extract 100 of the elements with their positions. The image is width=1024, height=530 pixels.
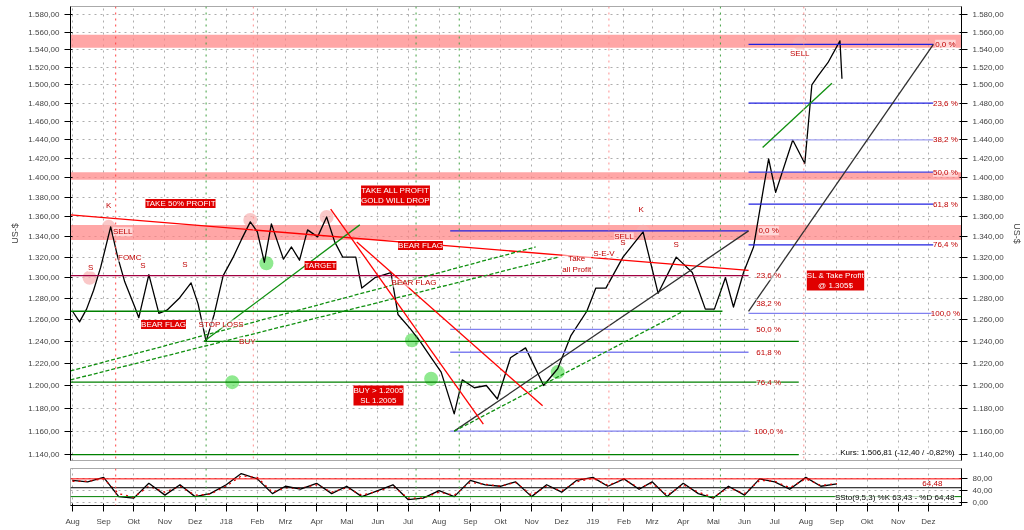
text: 1.380,00 <box>28 192 60 202</box>
text: 1.400,00 <box>28 173 60 183</box>
annotation: SELL <box>112 227 134 237</box>
text: 1.140,00 <box>28 450 60 460</box>
annotation: 38,2 % <box>756 299 782 309</box>
x-tick-label: Jun <box>371 516 385 526</box>
text: 1.280,00 <box>28 294 60 304</box>
y-tick-label: 1.500,00 <box>972 80 1005 90</box>
x-tick-label: Apr <box>310 516 324 526</box>
y-tick-label: 1.420,00 <box>972 154 1005 164</box>
x-tick-label: Feb <box>250 516 265 526</box>
x-tick-label: Sep <box>463 516 478 526</box>
annotation: 100,0 % <box>753 426 784 436</box>
y-tick-label: 40,00 <box>972 486 994 496</box>
text: 1.500,00 <box>28 80 60 90</box>
annotation: S <box>673 240 679 250</box>
x-tick-label: Dez <box>554 516 569 526</box>
y-tick-label: 1.300,00 <box>972 273 1005 283</box>
annotation: K <box>638 204 645 214</box>
annotation: SELL <box>789 48 811 58</box>
annotation: S <box>182 259 188 269</box>
text: 1.300,00 <box>28 273 60 283</box>
text: 1.260,00 <box>28 315 60 325</box>
text: 1.320,00 <box>28 252 60 262</box>
annotation: 0,0 % <box>758 226 779 236</box>
y-tick-label: 1.180,00 <box>972 403 1005 413</box>
annotation: BEAR FLAG <box>398 241 443 250</box>
text: 1.420,00 <box>28 154 60 164</box>
annotation: TARGET <box>304 261 337 270</box>
annotation: 76,4 % <box>932 240 958 250</box>
x-tick-label: J19 <box>586 516 600 526</box>
y-tick-label: 1.440,00 <box>972 135 1005 145</box>
text: 1.160,00 <box>28 426 60 436</box>
annotation: Kurs: 1.506,81 (-12,40 / -0,82%) <box>840 447 955 457</box>
y-tick-label: 1.280,00 <box>972 294 1005 304</box>
x-tick-label: Jun <box>738 516 751 526</box>
x-tick-label: Sep <box>96 516 112 526</box>
annotation: SL & Take Profit @ 1.305$ <box>806 270 865 291</box>
annotation: 50,0 % <box>756 324 782 334</box>
y-tick-label: 1.480,00 <box>972 98 1005 108</box>
annotation: BEAR FLAG <box>391 278 437 288</box>
y-tick-label: 1.400,00 <box>972 173 1005 183</box>
y-tick-label: 1.160,00 <box>972 426 1005 436</box>
annotation: STOP LOSS <box>198 319 244 329</box>
annotation: TAKE ALL PROFIT GOLD WILL DROP <box>361 185 430 206</box>
y-tick-label: 1.140,00 <box>972 450 1005 460</box>
x-tick-label: Sep <box>829 516 845 526</box>
text: 1.560,00 <box>28 27 60 37</box>
annotation: BUY > 1.2005 SL 1.2005 <box>353 385 404 406</box>
annotation: S <box>620 238 626 248</box>
y-tick-label: 1.560,00 <box>972 27 1005 37</box>
text: 1.220,00 <box>28 358 60 368</box>
y-tick-label: 1.360,00 <box>972 212 1005 222</box>
y-tick-label: 1.320,00 <box>972 252 1005 262</box>
x-tick-label: Mai <box>706 516 721 526</box>
x-tick-label: Nov <box>891 516 906 526</box>
y-tick-label: 1.220,00 <box>972 358 1005 368</box>
x-tick-label: Mrz <box>645 516 659 526</box>
annotation: S <box>140 260 146 270</box>
text: 1.360,00 <box>28 212 60 222</box>
y-tick-label: 1.260,00 <box>972 315 1005 325</box>
annotation: 23,6 % <box>756 271 782 281</box>
annotation: BUY <box>239 336 257 346</box>
text: 1.200,00 <box>28 381 60 390</box>
text: 1.240,00 <box>28 336 60 346</box>
x-tick-label: Feb <box>617 516 632 526</box>
x-tick-label: Mrz <box>278 516 293 526</box>
text: 1.520,00 <box>28 62 60 72</box>
y-tick-label: 1.520,00 <box>972 62 1005 72</box>
annotation: 38,2 % <box>932 135 958 145</box>
x-tick-label: Nov <box>157 516 173 526</box>
annotation: K <box>106 200 112 210</box>
annotation: SSto(9,5,3) %K 63,43 - %D 64,48 <box>834 492 956 502</box>
y-tick-label: 0,00 <box>972 498 989 508</box>
text: 1.540,00 <box>28 45 60 55</box>
annotation: 0,0 % <box>935 39 956 49</box>
x-tick-label: Aug <box>432 516 447 526</box>
y-tick-label: 1.240,00 <box>972 336 1005 346</box>
y-axis-title: US-$ <box>1011 223 1022 244</box>
annotation: 61,8 % <box>756 347 782 357</box>
x-tick-label: Jul <box>402 516 414 526</box>
x-tick-label: J18 <box>219 516 234 526</box>
x-tick-label: Jul <box>769 516 780 526</box>
annotation: S-E-V <box>593 248 616 258</box>
x-tick-label: Dez <box>187 516 203 526</box>
text: 1.180,00 <box>28 403 60 413</box>
text: 1.460,00 <box>28 116 60 126</box>
x-tick-label: Okt <box>494 516 508 526</box>
x-tick-label: Aug <box>798 516 813 526</box>
text: US-$ <box>10 223 21 244</box>
y-tick-label: 1.200,00 <box>972 381 1005 390</box>
y-tick-label: 1.340,00 <box>972 232 1005 242</box>
annotation: 23,6 % <box>932 98 958 108</box>
annotation: 64,48 <box>922 479 943 489</box>
annotation: BEAR FLAG <box>141 320 186 329</box>
x-tick-label: Okt <box>860 516 875 526</box>
y-tick-label: 1.540,00 <box>972 45 1005 55</box>
y-tick-label: 1.380,00 <box>972 192 1005 202</box>
annotation: 100,0 % <box>930 308 961 318</box>
text: 1.440,00 <box>28 135 60 145</box>
